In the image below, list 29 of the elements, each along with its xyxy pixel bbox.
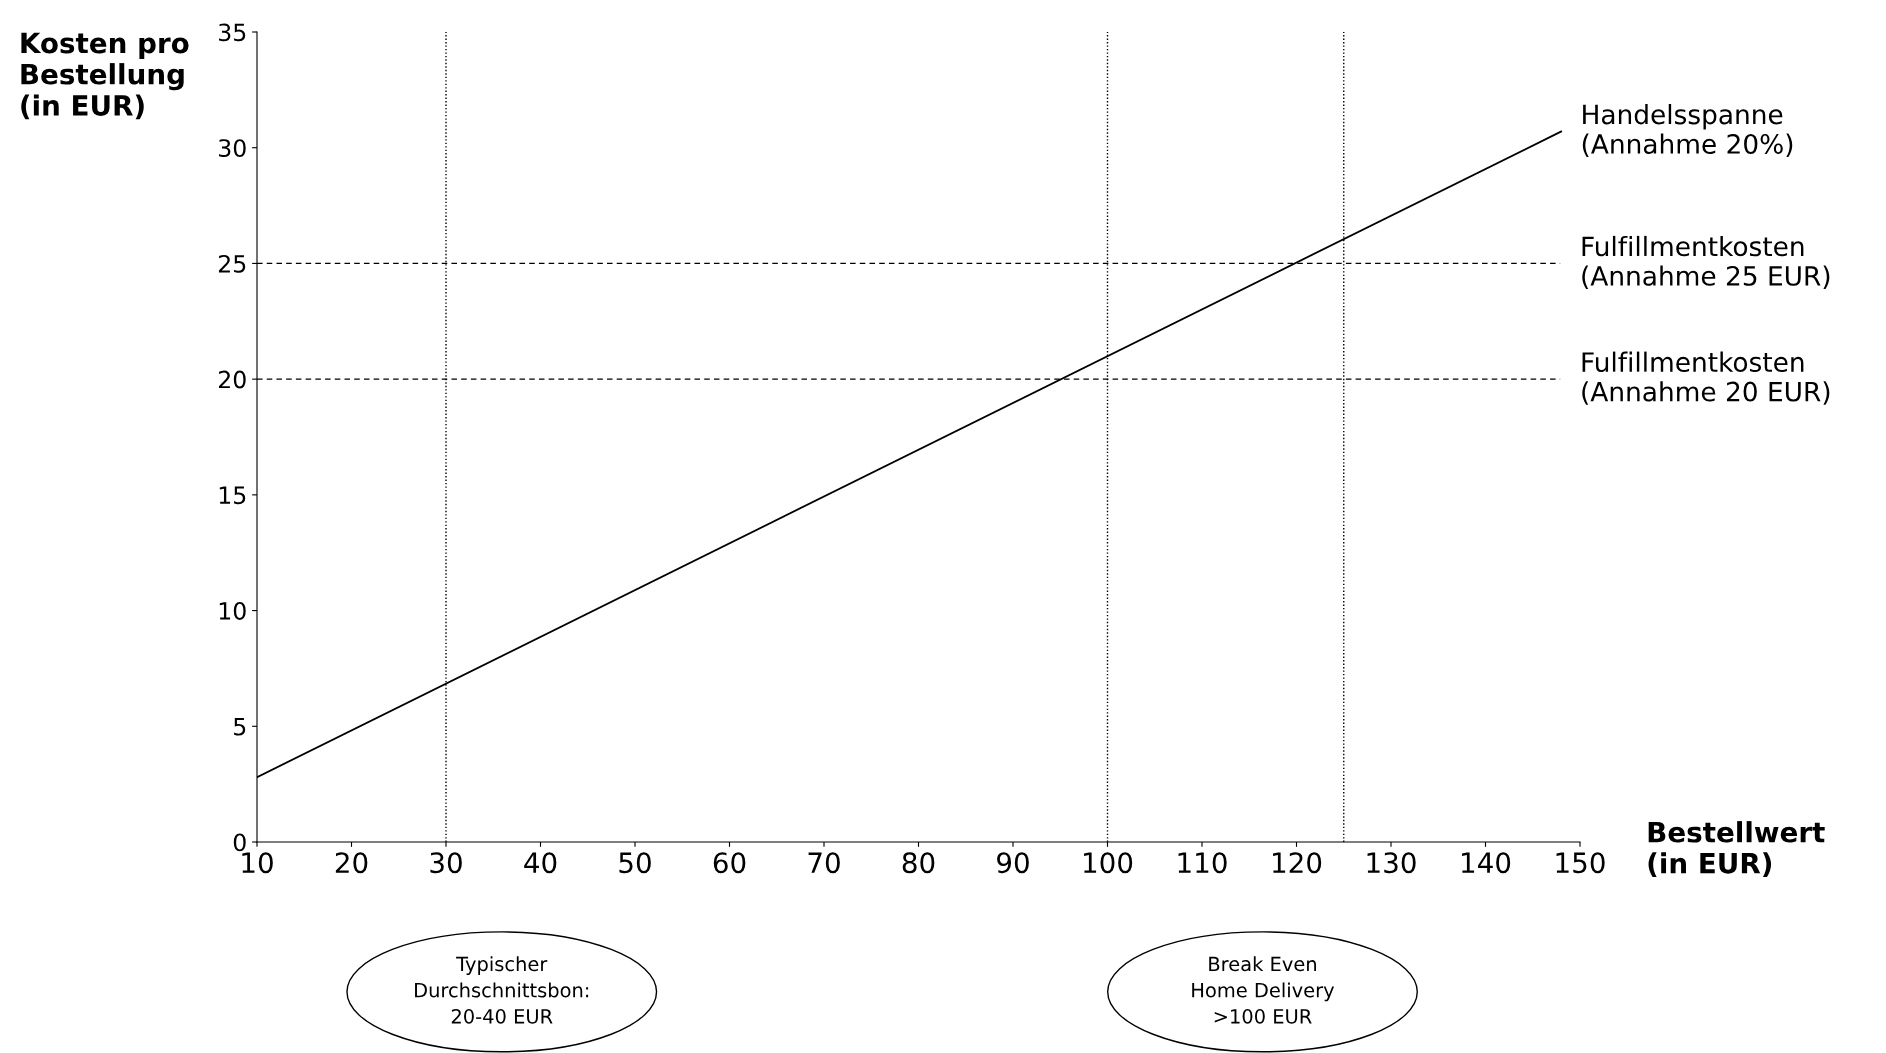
x-tick-label: 40 xyxy=(524,852,557,874)
x-tick-label: 130 xyxy=(1367,852,1416,874)
x-tick-label: 70 xyxy=(808,852,840,874)
series-label: Handelsspanne (Annahme 20%) xyxy=(1582,103,1793,158)
y-tick-label: 10 xyxy=(219,602,246,620)
y-tick-label: 25 xyxy=(218,254,246,273)
y-tick-label: 30 xyxy=(219,139,246,158)
y-tick-label: 20 xyxy=(218,370,246,389)
x-tick-label: 120 xyxy=(1273,852,1322,874)
x-tick-label: 150 xyxy=(1556,852,1605,874)
x-axis-title: Bestellwert (in EUR) xyxy=(1648,821,1825,877)
x-tick-label: 50 xyxy=(619,852,651,874)
x-tick-label: 60 xyxy=(713,852,746,874)
y-tick-label: 0 xyxy=(233,833,246,852)
y-axis-title: Kosten pro Bestellung (in EUR) xyxy=(21,32,189,120)
x-tick-label: 100 xyxy=(1084,852,1133,874)
x-tick-label: 90 xyxy=(997,852,1029,874)
x-tick-label: 80 xyxy=(902,852,935,874)
y-tick-label: 5 xyxy=(234,718,246,736)
text: Break Even Home Delivery >100 EUR xyxy=(1192,956,1335,1024)
ref-line-label: Fulfillmentkosten (Annahme 20 EUR) xyxy=(1582,351,1830,405)
y-tick-label: 35 xyxy=(219,23,246,42)
y-tick-label: 15 xyxy=(219,486,246,505)
x-tick-label: 30 xyxy=(430,852,462,874)
x-tick-label: 20 xyxy=(335,852,368,874)
x-tick-label: 140 xyxy=(1462,852,1511,874)
text: Typischer Durchschnittsbon: 20-40 EUR xyxy=(415,956,589,1024)
x-tick-label: 110 xyxy=(1178,852,1227,874)
ref-line-label: Fulfillmentkosten (Annahme 25 EUR) xyxy=(1582,235,1830,289)
